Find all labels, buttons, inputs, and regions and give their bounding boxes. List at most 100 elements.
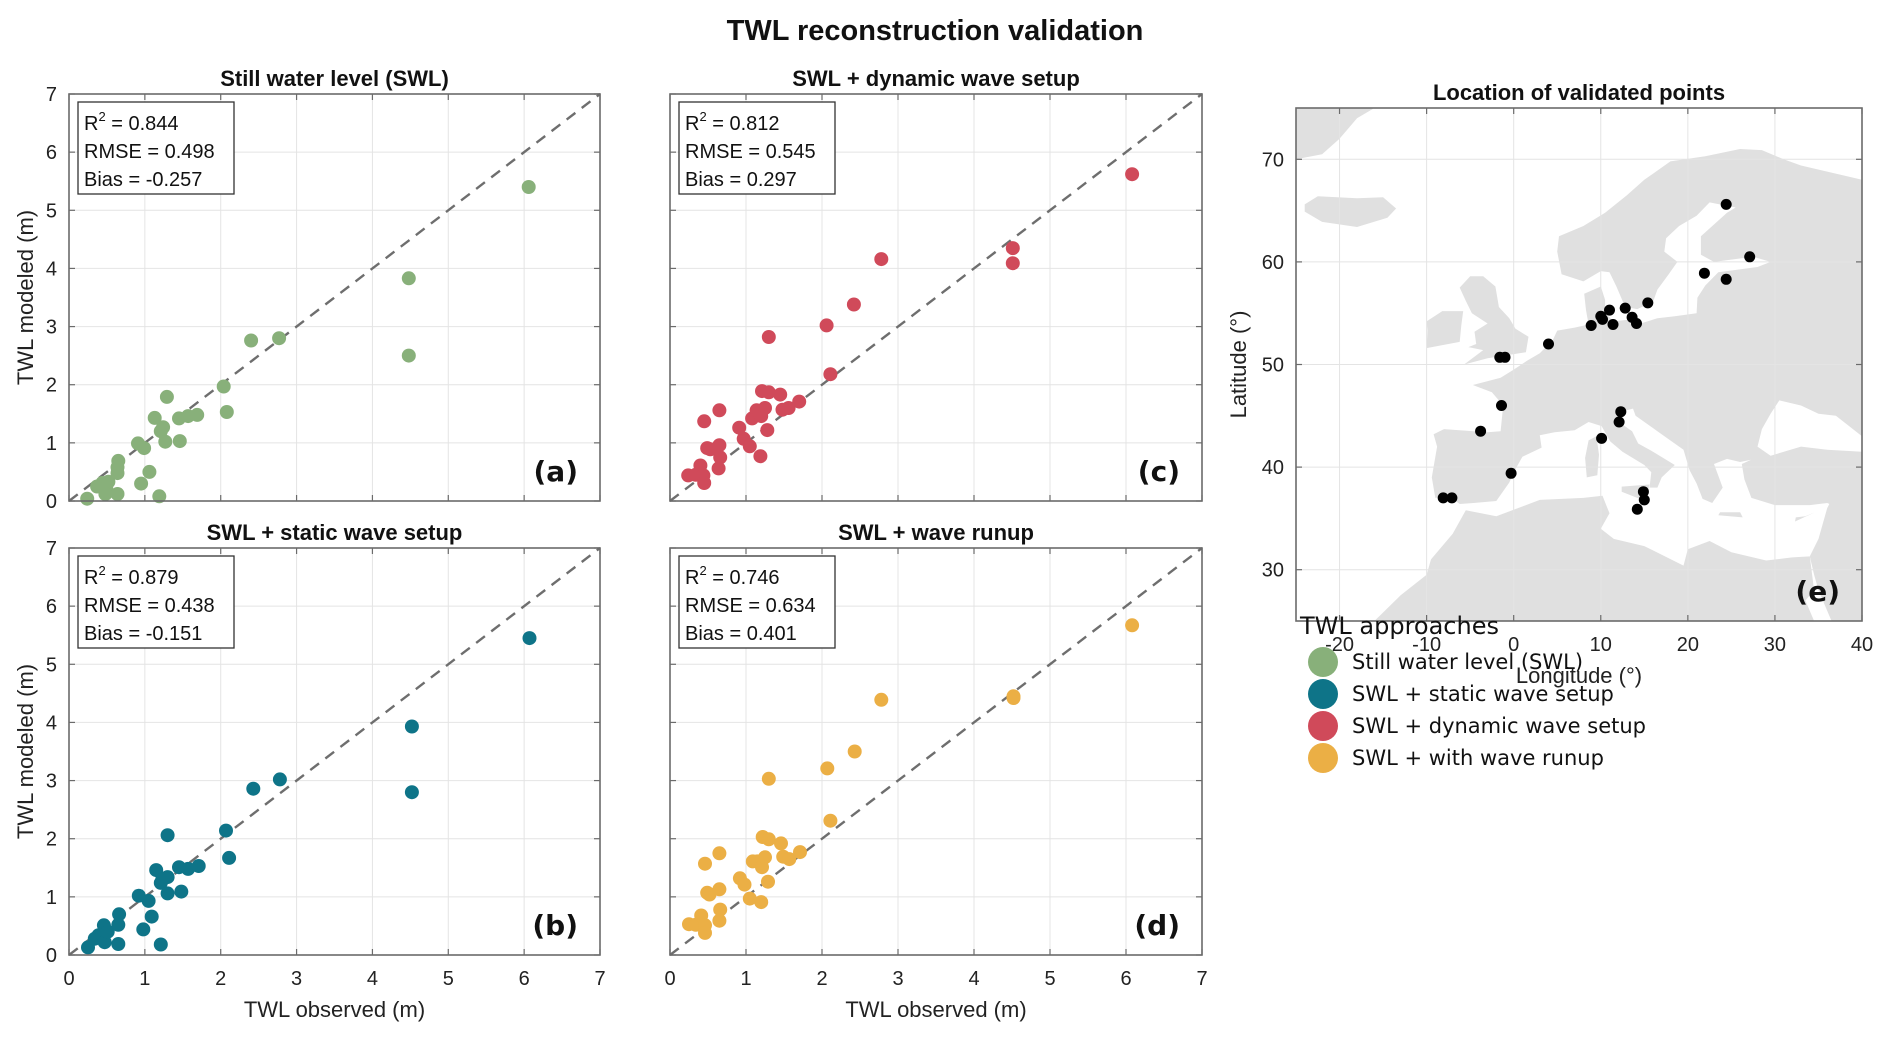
- data-point: [160, 870, 175, 885]
- r2-label: R: [685, 567, 699, 589]
- crete: [1718, 512, 1743, 518]
- x-tick-label: 20: [1677, 634, 1699, 656]
- data-point: [1613, 416, 1625, 428]
- data-point: [742, 891, 757, 906]
- x-tick-label: 5: [443, 968, 454, 990]
- data-point: [874, 252, 889, 267]
- y-tick-label: 2: [46, 829, 57, 851]
- x-tick-label: 3: [892, 968, 903, 990]
- panel-title: Location of validated points: [1433, 80, 1725, 105]
- y-tick-label: 7: [46, 84, 57, 106]
- panel-title: SWL + dynamic wave setup: [792, 66, 1080, 91]
- data-point: [1720, 273, 1732, 285]
- data-point: [823, 367, 838, 382]
- legend: TWL approaches Still water level (SWL) S…: [1300, 612, 1646, 774]
- data-point: [1597, 313, 1608, 325]
- y-axis-label: Latitude (°): [1226, 311, 1251, 419]
- x-tick-label: 5: [1044, 968, 1055, 990]
- data-point: [760, 423, 775, 438]
- y-tick-label: 6: [46, 142, 57, 164]
- data-point: [819, 318, 834, 333]
- y-axis-label: TWL modeled (m): [13, 664, 38, 839]
- greenland: [1296, 108, 1375, 160]
- data-point: [697, 414, 712, 429]
- x-tick-label: 3: [291, 968, 302, 990]
- panel-label: (a): [534, 455, 579, 488]
- y-axis-label: TWL modeled (m): [13, 210, 38, 385]
- x-tick-label: 4: [968, 968, 979, 990]
- r2-label: R: [84, 113, 98, 135]
- one-to-one-line: [68, 93, 601, 502]
- data-point: [181, 861, 196, 876]
- data-point: [156, 420, 171, 435]
- y-tick-label: 6: [46, 596, 57, 618]
- data-point: [136, 922, 151, 937]
- data-point: [191, 859, 206, 873]
- y-tick-label: 1: [46, 433, 57, 455]
- x-tick-label: 1: [139, 968, 150, 990]
- data-point: [111, 917, 126, 932]
- y-tick-label: 70: [1262, 149, 1284, 171]
- legend-title: TWL approaches: [1300, 612, 1499, 640]
- y-tick-label: 0: [46, 491, 57, 513]
- data-point: [1631, 503, 1643, 515]
- black-sea: [1757, 400, 1862, 456]
- data-point: [1596, 432, 1608, 444]
- panel-title: Still water level (SWL): [220, 66, 449, 91]
- data-point: [158, 434, 173, 449]
- y-tick-label: 4: [46, 258, 57, 280]
- data-point: [97, 935, 112, 950]
- data-point: [522, 631, 537, 646]
- figure-title: TWL reconstruction validation: [727, 15, 1144, 47]
- r2-value: = 0.844: [106, 113, 179, 135]
- data-point: [1698, 267, 1710, 279]
- x-axis-label: TWL observed (m): [244, 997, 425, 1022]
- x-tick-label: 1: [740, 968, 751, 990]
- data-point: [820, 761, 835, 776]
- data-point: [272, 772, 287, 787]
- data-point: [774, 836, 788, 851]
- data-point: [80, 491, 95, 506]
- europe: [1431, 149, 1862, 519]
- data-point: [711, 461, 726, 476]
- legend-swatch-static: [1308, 679, 1338, 709]
- r2-value: = 0.812: [707, 113, 780, 135]
- data-point: [134, 476, 149, 491]
- data-point: [404, 719, 419, 734]
- data-point: [98, 487, 113, 501]
- y-tick-label: 40: [1262, 457, 1284, 479]
- data-point: [272, 331, 287, 346]
- y-tick-label: 4: [46, 712, 57, 734]
- panel-d: 0 1 2 3 4 5 6 7 SWL + wave runup TWL observed (m)…: [664, 520, 1207, 1022]
- stats-box-frame: [77, 101, 235, 195]
- legend-swatch-swl: [1308, 647, 1338, 677]
- data-point: [1496, 400, 1507, 411]
- land-mass: [1296, 108, 1862, 621]
- data-point: [712, 913, 727, 928]
- r2-superscript: 2: [699, 109, 706, 124]
- r2-value: = 0.746: [707, 567, 780, 589]
- y-tick-label: 30: [1262, 560, 1284, 582]
- legend-item-runup: SWL + with wave runup: [1300, 742, 1646, 774]
- y-tick-label: 2: [46, 375, 57, 397]
- data-point: [216, 379, 231, 394]
- data-point: [761, 385, 776, 400]
- legend-item-dynamic: SWL + dynamic wave setup: [1300, 710, 1646, 742]
- stats-box: R2 = 0.879 RMSE = 0.438 Bias = -0.151: [77, 555, 235, 649]
- iceland: [1304, 196, 1397, 227]
- data-point: [110, 487, 125, 501]
- data-point: [793, 845, 807, 860]
- data-point: [142, 464, 157, 479]
- r2-superscript: 2: [98, 563, 105, 578]
- data-point: [1006, 689, 1021, 704]
- data-point: [1642, 297, 1654, 309]
- data-point: [111, 937, 126, 951]
- data-point: [401, 348, 416, 363]
- data-point: [137, 441, 152, 456]
- data-point: [141, 893, 156, 908]
- data-point: [758, 401, 772, 415]
- data-point: [1475, 425, 1487, 437]
- data-point: [732, 420, 747, 435]
- data-point: [1543, 338, 1554, 350]
- one-to-one-line: [68, 547, 601, 956]
